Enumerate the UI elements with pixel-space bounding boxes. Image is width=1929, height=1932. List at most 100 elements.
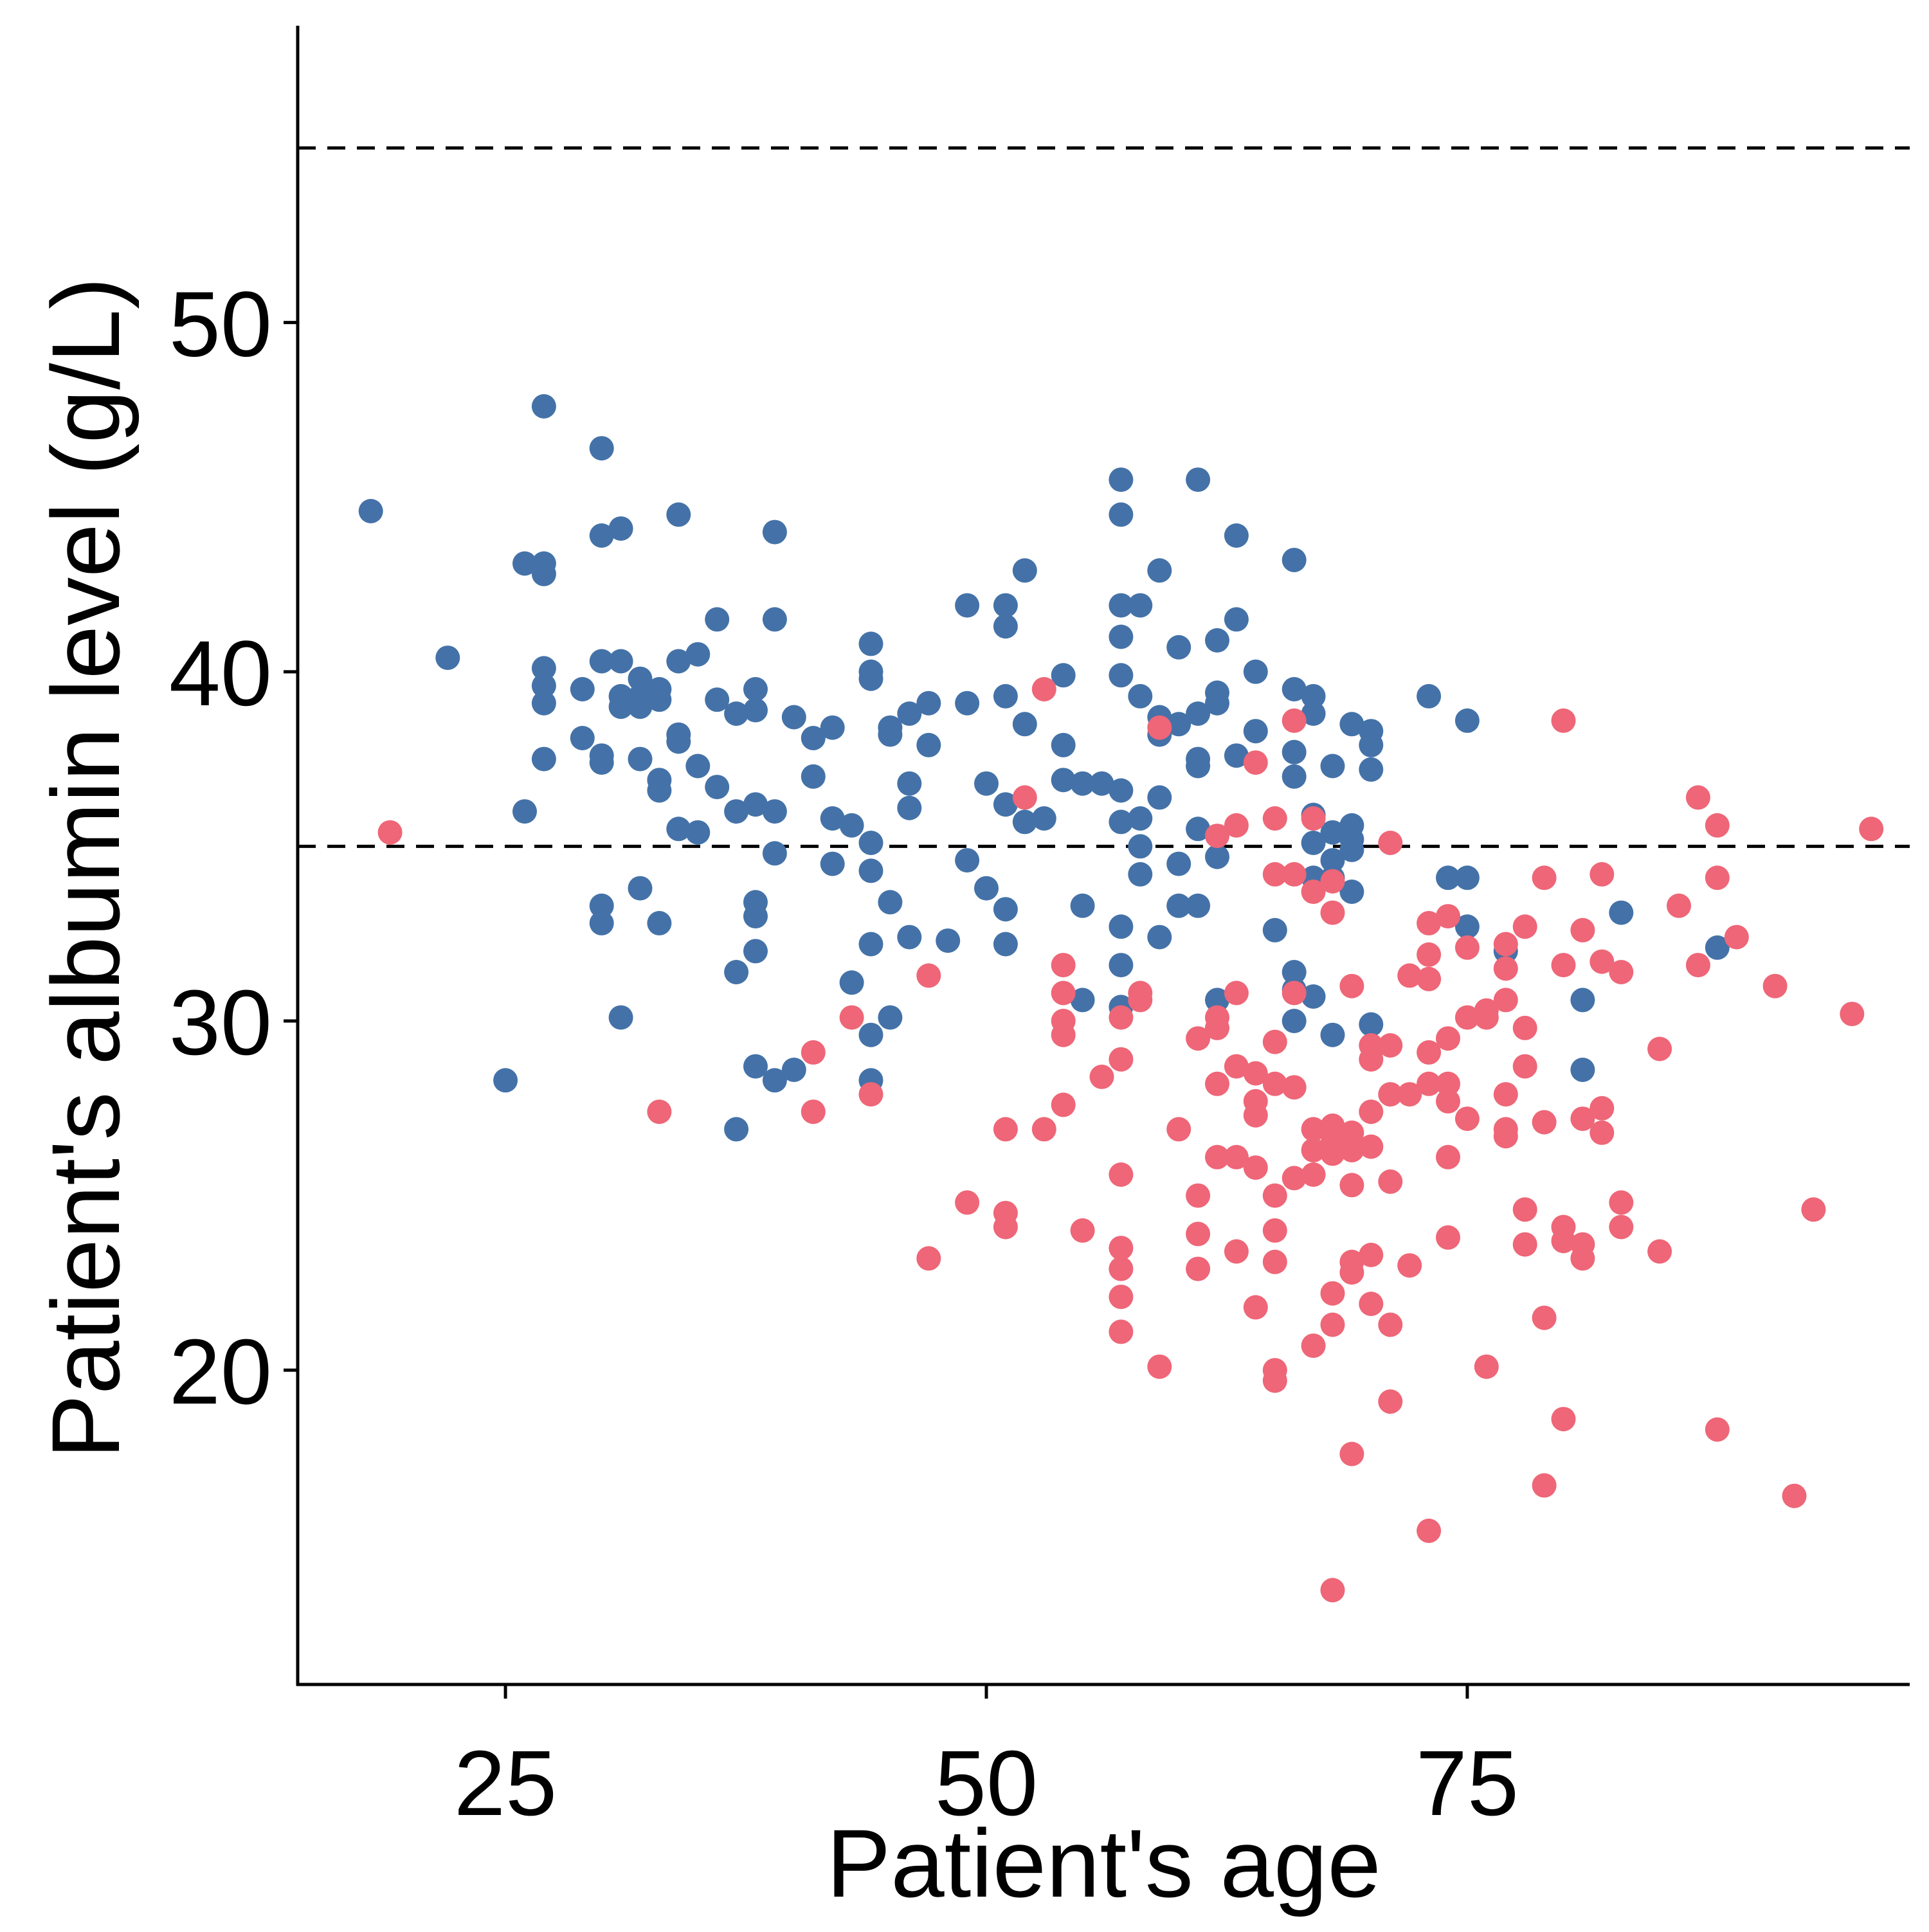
data-point [1262,1218,1287,1243]
data-point [1031,1117,1056,1142]
data-point [743,939,768,964]
data-point [1454,935,1480,960]
data-point [1109,1236,1134,1261]
data-point [1454,708,1480,733]
data-point [647,778,672,803]
data-point [724,960,749,984]
data-point [916,691,941,716]
data-point [628,876,653,901]
data-point [1109,1256,1134,1281]
data-point [1205,824,1229,849]
data-point [1051,1022,1076,1047]
data-point [1320,1312,1345,1337]
data-point [1128,834,1153,859]
data-point [1417,966,1442,991]
data-point [1147,1354,1172,1379]
data-point [1205,988,1229,1013]
data-point [762,519,787,545]
data-point [801,1099,826,1124]
data-point [724,1117,749,1142]
data-point [955,848,980,873]
data-point [493,1068,518,1093]
data-point [705,775,730,800]
data-point [1262,862,1287,887]
data-point [1051,1092,1076,1117]
data-point [801,1040,826,1065]
data-point [1339,1173,1364,1198]
data-point [839,970,864,995]
data-point [897,771,922,796]
data-point [531,394,556,419]
y-axis-ticks: 20 30 40 50 [169,273,298,1423]
data-point [1589,1096,1615,1121]
data-point [1109,1319,1134,1344]
data-point [1147,715,1172,740]
data-point [1378,1033,1403,1058]
data-point [897,795,922,820]
data-point [1243,1061,1268,1086]
data-point [1301,984,1326,1009]
data-point [1031,806,1056,831]
data-point [608,516,633,541]
data-point [1397,1082,1422,1107]
data-point [878,1005,903,1030]
data-point [1281,862,1307,887]
data-point [1262,1071,1287,1096]
data-point [1493,956,1518,981]
data-point [1281,708,1307,733]
data-point [1859,817,1884,842]
data-point [1205,1144,1229,1169]
data-point [1051,768,1076,793]
data-point [1436,1225,1460,1250]
data-point [1339,837,1364,862]
series-1 [358,394,1730,1142]
data-point [743,904,768,929]
y-tick-label: 30 [169,971,272,1074]
data-point [1301,806,1326,831]
data-point [1359,1242,1384,1267]
data-point [1224,1239,1249,1264]
data-point [1724,925,1749,950]
data-point [589,893,614,918]
data-point [1397,963,1422,988]
data-point [589,910,614,935]
data-point [705,607,730,632]
x-axis-ticks: 25 50 75 [454,1684,1519,1835]
data-point [1378,1312,1403,1337]
data-point [358,499,383,523]
data-point [1532,865,1557,890]
data-point [1570,1058,1595,1082]
data-point [1070,893,1095,918]
data-point [1532,1110,1557,1135]
data-point [1551,708,1576,733]
data-point [1301,831,1326,855]
data-point [1320,1141,1345,1166]
data-point [1051,732,1076,757]
data-point [839,1005,864,1030]
data-point [1301,1162,1326,1187]
data-point [1109,624,1134,649]
data-point [1705,1417,1730,1442]
data-point [1147,925,1172,950]
data-point [993,593,1018,618]
data-point [1281,1075,1307,1100]
data-point [1705,813,1730,838]
data-point [1281,677,1307,701]
data-point [1262,1183,1287,1208]
data-point [1647,1036,1672,1061]
data-point [1570,1246,1595,1271]
data-point [608,694,633,719]
data-point [1070,771,1095,796]
data-point [1109,953,1134,978]
data-point [1031,677,1056,701]
data-point [685,820,711,845]
data-point [1512,1054,1537,1079]
data-point [1532,1473,1557,1498]
data-point [628,694,653,719]
x-tick-label: 25 [454,1731,557,1835]
data-point [1109,663,1134,688]
data-point [1243,719,1268,744]
data-point [1436,865,1460,890]
data-point [1320,820,1345,845]
